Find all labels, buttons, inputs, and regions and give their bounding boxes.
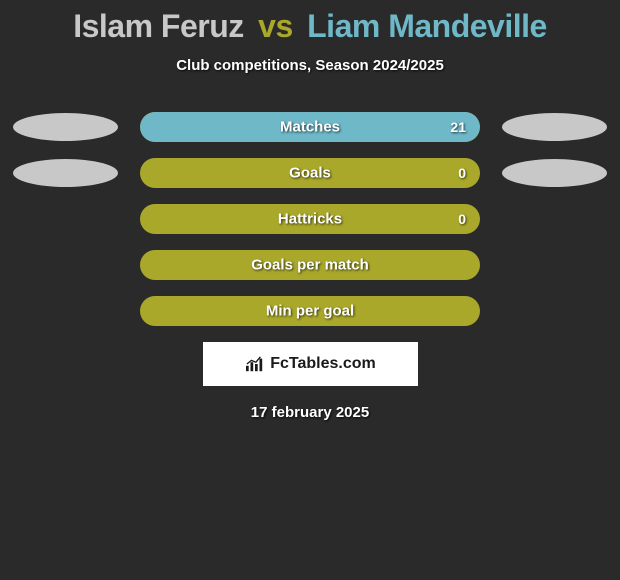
stat-bar: Goals per match — [140, 250, 480, 280]
stat-row: Hattricks 0 — [0, 204, 620, 234]
vs-text: vs — [258, 8, 293, 44]
stat-value: 21 — [450, 119, 466, 135]
stat-value: 0 — [458, 211, 466, 227]
stat-bar: Hattricks 0 — [140, 204, 480, 234]
comparison-title: Islam Feruz vs Liam Mandeville — [0, 0, 620, 45]
left-ellipse — [13, 113, 118, 141]
stat-label: Goals per match — [251, 257, 369, 274]
chart-icon — [244, 355, 266, 373]
subtitle: Club competitions, Season 2024/2025 — [0, 57, 620, 74]
left-ellipse — [13, 159, 118, 187]
stat-label: Hattricks — [278, 211, 342, 228]
right-ellipse — [502, 159, 607, 187]
brand-box: FcTables.com — [203, 342, 418, 386]
right-ellipse — [502, 113, 607, 141]
stat-bar: Matches 21 — [140, 112, 480, 142]
stat-value: 0 — [458, 165, 466, 181]
stat-row: Min per goal — [0, 296, 620, 326]
brand-inner: FcTables.com — [244, 355, 376, 373]
date-text: 17 february 2025 — [0, 404, 620, 421]
stat-bar: Min per goal — [140, 296, 480, 326]
player2-name: Liam Mandeville — [307, 8, 547, 44]
stat-label: Matches — [280, 119, 340, 136]
stat-row: Matches 21 — [0, 112, 620, 142]
player1-name: Islam Feruz — [73, 8, 244, 44]
stat-bar: Goals 0 — [140, 158, 480, 188]
stat-row: Goals 0 — [0, 158, 620, 188]
stat-label: Goals — [289, 165, 331, 182]
stat-label: Min per goal — [266, 303, 354, 320]
stats-container: Matches 21 Goals 0 Hattricks 0 Goals per match… — [0, 112, 620, 326]
brand-text: FcTables.com — [270, 355, 376, 373]
stat-row: Goals per match — [0, 250, 620, 280]
